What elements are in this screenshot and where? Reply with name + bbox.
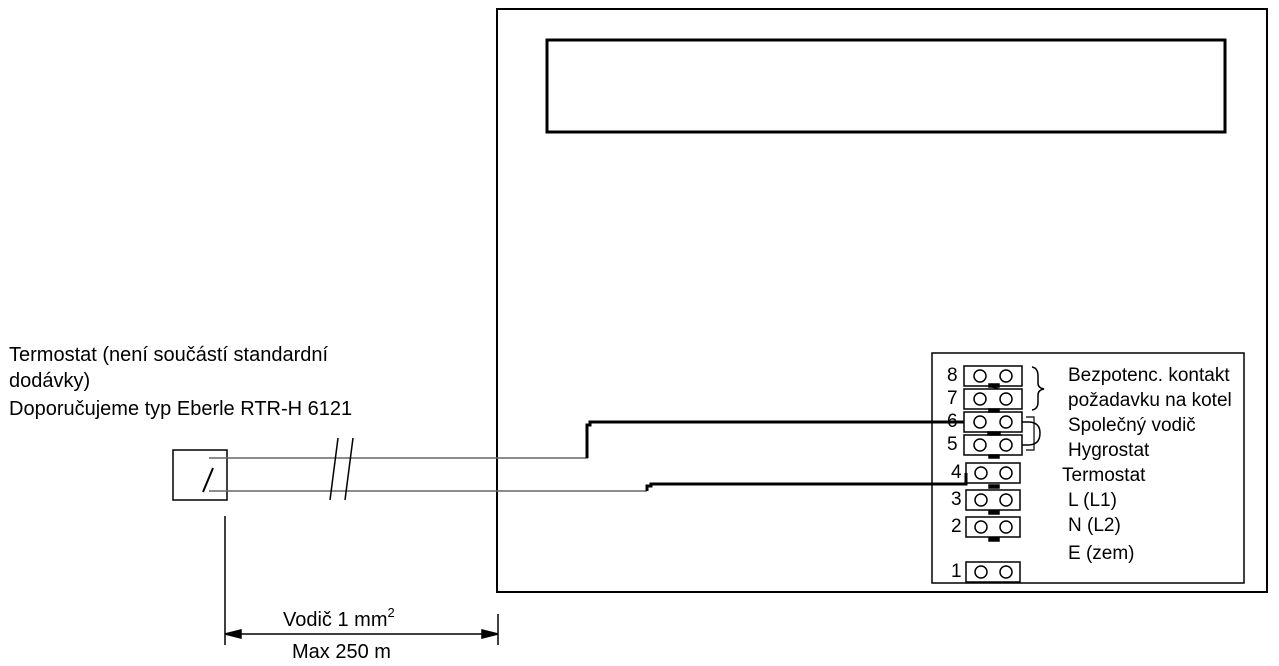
terminal-block <box>931 352 1245 584</box>
thermostat-recommended-type: Doporučujeme typ Eberle RTR-H 6121 <box>9 398 353 420</box>
terminal-screws <box>963 365 1023 583</box>
terminal-label: Společný vodič <box>1068 415 1196 436</box>
terminal-number: 7 <box>947 388 958 409</box>
brace-8-7 <box>1031 366 1045 411</box>
terminal-number: 3 <box>951 489 962 510</box>
terminal-label: E (zem) <box>1068 543 1135 564</box>
thermostat-note-line2: dodávky) <box>9 370 91 392</box>
unit-housing <box>496 8 1268 593</box>
thermostat-note-line1: Termostat (není součástí standardní <box>9 344 329 366</box>
terminal-number: 4 <box>951 462 962 483</box>
terminal-label: Termostat <box>1062 465 1146 486</box>
cable-spec: Vodič 1 mm2 <box>283 605 395 631</box>
display-window <box>545 38 1227 134</box>
jumper-bracket <box>1026 416 1035 451</box>
signal-wires <box>585 420 968 491</box>
thermostat-switch <box>202 467 214 493</box>
terminal-links <box>987 383 1001 542</box>
cable-max-length: Max 250 m <box>292 641 391 663</box>
cable-wires <box>209 457 647 492</box>
terminal-number: 2 <box>951 516 962 537</box>
terminal-label: požadavku na kotel <box>1068 390 1232 411</box>
terminal-number: 5 <box>947 434 958 455</box>
terminal-number: 8 <box>947 365 958 386</box>
terminal-number: 1 <box>951 561 962 582</box>
jumper-6-5 <box>1022 421 1041 446</box>
cable-break-marks <box>329 437 354 501</box>
terminal-number: 6 <box>947 411 958 432</box>
terminal-label: N (L2) <box>1068 515 1121 536</box>
dimension-lines <box>224 516 499 645</box>
terminal-label: Bezpotenc. kontakt <box>1068 365 1230 386</box>
thermostat-box <box>172 449 228 501</box>
terminal-label: Hygrostat <box>1068 440 1150 461</box>
terminal-label: L (L1) <box>1068 490 1117 511</box>
